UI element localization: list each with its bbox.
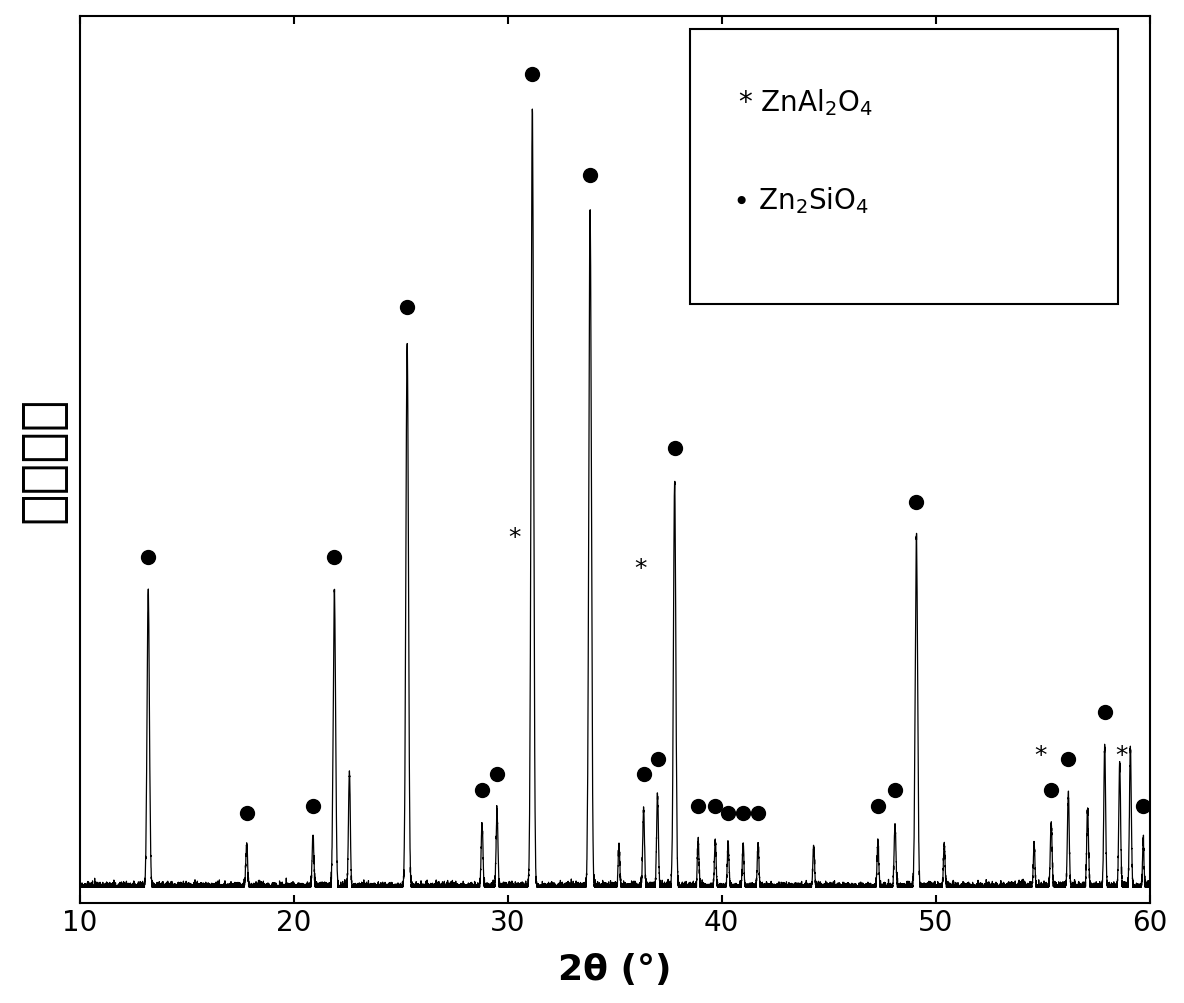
Text: *: * (1115, 743, 1128, 767)
FancyBboxPatch shape (689, 30, 1118, 305)
Text: *: * (635, 557, 646, 581)
X-axis label: 2θ (°): 2θ (°) (558, 953, 671, 986)
Text: *: * (1035, 743, 1047, 767)
Text: $\bullet$ Zn$_2$SiO$_4$: $\bullet$ Zn$_2$SiO$_4$ (733, 185, 869, 216)
Y-axis label: 相对强度: 相对强度 (17, 396, 69, 523)
Text: * ZnAl$_2$O$_4$: * ZnAl$_2$O$_4$ (738, 87, 873, 118)
Text: *: * (508, 526, 520, 550)
